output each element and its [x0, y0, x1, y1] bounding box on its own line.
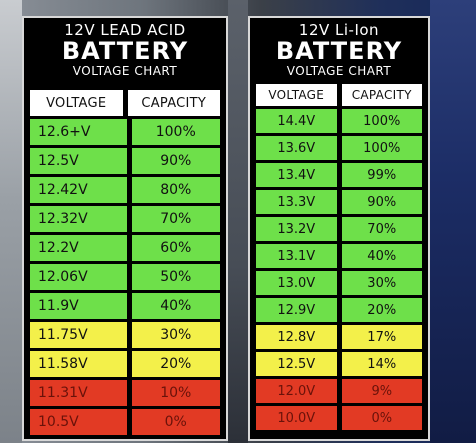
capacity-cell: 100%: [131, 119, 220, 145]
capacity-cell: 50%: [131, 264, 220, 290]
capacity-cell: 0%: [341, 406, 422, 430]
voltage-cell: 13.4V: [256, 163, 337, 187]
table-row: 13.4V 99%: [256, 163, 422, 187]
capacity-cell: 70%: [131, 206, 220, 232]
li-ion-chart-panel: 12V Li-Ion BATTERY VOLTAGE CHART VOLTAGE…: [248, 16, 430, 441]
capacity-cell: 99%: [341, 163, 422, 187]
voltage-cell: 11.9V: [30, 293, 127, 319]
capacity-cell: 0%: [131, 409, 220, 435]
voltage-cell: 12.9V: [256, 298, 337, 322]
capacity-cell: 17%: [341, 325, 422, 349]
voltage-cell: 13.1V: [256, 244, 337, 268]
voltage-cell: 13.6V: [256, 136, 337, 160]
capacity-cell: 9%: [341, 379, 422, 403]
table-row: 10.0V 0%: [256, 406, 422, 430]
voltage-cell: 12.42V: [30, 177, 127, 203]
table-row: 12.6+V 100%: [30, 119, 220, 145]
table-row: 12.0V 9%: [256, 379, 422, 403]
lead-acid-header-row: VOLTAGE CAPACITY: [30, 90, 220, 116]
voltage-cell: 12.0V: [256, 379, 337, 403]
voltage-cell: 13.0V: [256, 271, 337, 295]
background-garage-wall: [0, 0, 22, 443]
table-row: 11.75V 30%: [30, 322, 220, 348]
voltage-cell: 12.5V: [30, 148, 127, 174]
table-row: 13.2V 70%: [256, 217, 422, 241]
voltage-cell: 13.3V: [256, 190, 337, 214]
capacity-cell: 70%: [341, 217, 422, 241]
voltage-cell: 13.2V: [256, 217, 337, 241]
table-row: 12.06V 50%: [30, 264, 220, 290]
voltage-cell: 11.75V: [30, 322, 127, 348]
voltage-cell: 12.06V: [30, 264, 127, 290]
capacity-cell: 100%: [341, 136, 422, 160]
voltage-cell: 11.58V: [30, 351, 127, 377]
capacity-column-header: CAPACITY: [127, 90, 220, 116]
voltage-cell: 12.2V: [30, 235, 127, 261]
table-row: 12.9V 20%: [256, 298, 422, 322]
li-ion-title-line1: 12V Li-Ion: [298, 21, 380, 39]
capacity-cell: 90%: [131, 148, 220, 174]
lead-acid-title-line2: BATTERY: [61, 37, 189, 65]
capacity-cell: 20%: [131, 351, 220, 377]
voltage-column-header: VOLTAGE: [30, 90, 123, 116]
table-row: 13.3V 90%: [256, 190, 422, 214]
table-row: 12.2V 60%: [30, 235, 220, 261]
lead-acid-table: VOLTAGE CAPACITY 12.6+V 100% 12.5V 90% 12.42…: [30, 90, 220, 438]
table-row: 11.9V 40%: [30, 293, 220, 319]
voltage-cell: 11.31V: [30, 380, 127, 406]
table-row: 12.32V 70%: [30, 206, 220, 232]
capacity-cell: 60%: [131, 235, 220, 261]
table-row: 13.6V 100%: [256, 136, 422, 160]
li-ion-title: 12V Li-Ion BATTERY VOLTAGE CHART: [250, 18, 428, 86]
table-row: 10.5V 0%: [30, 409, 220, 435]
lead-acid-chart-panel: 12V LEAD ACID BATTERY VOLTAGE CHART VOLT…: [22, 16, 228, 441]
table-row: 13.1V 40%: [256, 244, 422, 268]
table-row: 11.58V 20%: [30, 351, 220, 377]
table-row: 14.4V 100%: [256, 109, 422, 133]
li-ion-header-row: VOLTAGE CAPACITY: [256, 84, 422, 106]
voltage-column-header: VOLTAGE: [256, 84, 337, 106]
capacity-cell: 80%: [131, 177, 220, 203]
voltage-cell: 12.32V: [30, 206, 127, 232]
capacity-cell: 10%: [131, 380, 220, 406]
capacity-column-header: CAPACITY: [341, 84, 422, 106]
background-divider: [228, 0, 248, 443]
voltage-cell: 12.6+V: [30, 119, 127, 145]
table-row: 12.42V 80%: [30, 177, 220, 203]
capacity-cell: 20%: [341, 298, 422, 322]
voltage-cell: 14.4V: [256, 109, 337, 133]
li-ion-table: VOLTAGE CAPACITY 14.4V 100% 13.6V 100% 13.4V…: [256, 84, 422, 433]
capacity-cell: 14%: [341, 352, 422, 376]
table-row: 12.5V 14%: [256, 352, 422, 376]
capacity-cell: 30%: [341, 271, 422, 295]
lead-acid-title-line3: VOLTAGE CHART: [72, 64, 178, 78]
capacity-cell: 40%: [341, 244, 422, 268]
lead-acid-title: 12V LEAD ACID BATTERY VOLTAGE CHART: [24, 18, 226, 88]
li-ion-rows: 14.4V 100% 13.6V 100% 13.4V 99% 13.3V 90% 13.2V 7…: [256, 109, 422, 430]
capacity-cell: 100%: [341, 109, 422, 133]
lead-acid-rows: 12.6+V 100% 12.5V 90% 12.42V 80% 12.32V 70% 12.2…: [30, 119, 220, 435]
table-row: 12.8V 17%: [256, 325, 422, 349]
voltage-cell: 12.5V: [256, 352, 337, 376]
table-row: 12.5V 90%: [30, 148, 220, 174]
voltage-cell: 10.0V: [256, 406, 337, 430]
li-ion-title-line2: BATTERY: [275, 37, 403, 65]
table-row: 11.31V 10%: [30, 380, 220, 406]
capacity-cell: 40%: [131, 293, 220, 319]
background-toolbox: [430, 0, 476, 443]
voltage-cell: 10.5V: [30, 409, 127, 435]
table-row: 13.0V 30%: [256, 271, 422, 295]
li-ion-title-line3: VOLTAGE CHART: [286, 64, 392, 78]
capacity-cell: 90%: [341, 190, 422, 214]
voltage-cell: 12.8V: [256, 325, 337, 349]
capacity-cell: 30%: [131, 322, 220, 348]
lead-acid-title-line1: 12V LEAD ACID: [64, 21, 186, 39]
